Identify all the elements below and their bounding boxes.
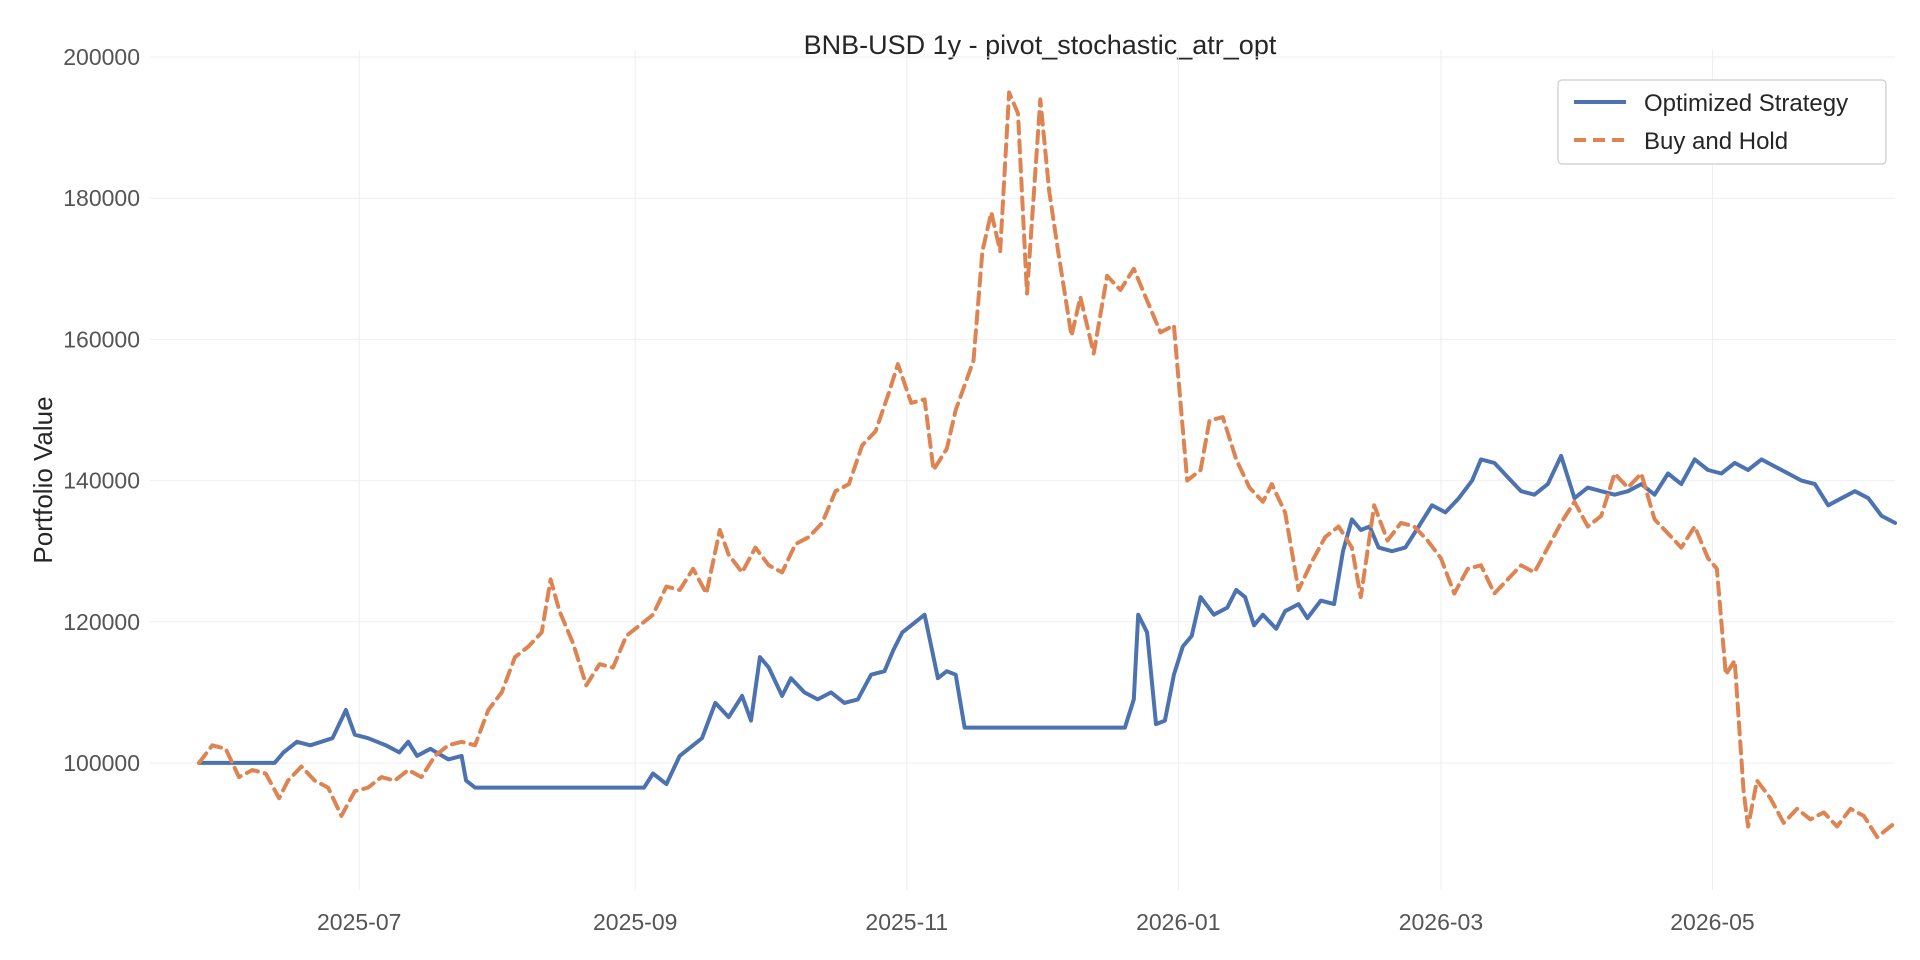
series-layer	[197, 90, 1897, 840]
x-tick-label: 2025-09	[593, 909, 677, 935]
legend: Optimized Strategy Buy and Hold	[1557, 79, 1887, 165]
x-tick-label: 2026-01	[1136, 909, 1220, 935]
x-tick-label: 2025-11	[865, 909, 948, 935]
y-axis-label: Portfolio Value	[28, 396, 58, 563]
legend-label-optimized-strategy: Optimized Strategy	[1644, 90, 1848, 117]
x-tick-label: 2025-07	[317, 909, 401, 935]
y-tick-label: 180000	[63, 185, 140, 211]
legend-box	[1557, 79, 1887, 165]
chart-title: BNB-USD 1y - pivot_stochastic_atr_opt	[804, 30, 1277, 60]
series-line-buy-and-hold	[197, 90, 1897, 840]
legend-label-buy-and-hold: Buy and Hold	[1644, 128, 1788, 155]
x-tick-label: 2026-05	[1670, 909, 1754, 935]
y-tick-label: 140000	[63, 468, 140, 494]
y-tick-label: 100000	[63, 750, 140, 776]
y-tick-label: 160000	[63, 326, 140, 352]
y-tick-label: 200000	[63, 44, 140, 70]
x-tick-label: 2026-03	[1399, 909, 1483, 935]
y-tick-labels: 100000 120000 140000 160000 180000 200000	[63, 44, 140, 776]
x-tick-labels: 2025-07 2025-09 2025-11 2026-01 2026-03 2026-…	[317, 909, 1755, 935]
y-tick-label: 120000	[63, 609, 140, 635]
